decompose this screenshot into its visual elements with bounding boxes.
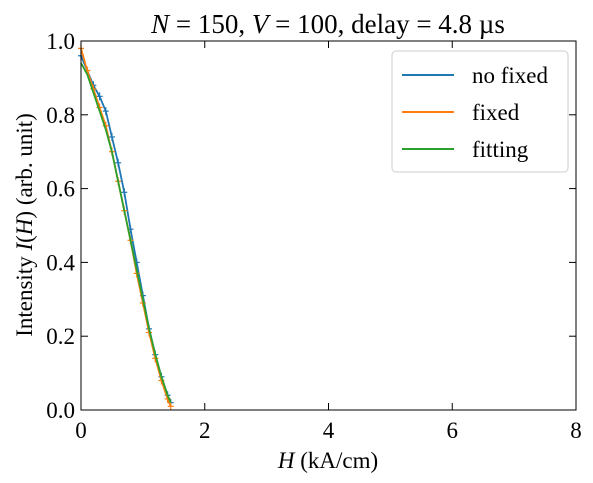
legend: no fixed fixed fitting xyxy=(391,50,569,173)
y-axis-label-symbol: I xyxy=(12,242,37,252)
series-layer xyxy=(78,44,174,411)
y-tick-label: 0.4 xyxy=(46,250,75,275)
x-tick-label: 4 xyxy=(323,418,335,443)
y-axis-label-paren: ( xyxy=(12,235,37,243)
x-tick-label: 8 xyxy=(570,418,582,443)
title-v-value: = 100, delay = 4.8 µs xyxy=(268,9,505,39)
series-fitting xyxy=(80,62,172,403)
y-tick-label: 0.6 xyxy=(46,177,75,202)
legend-label-fixed: fixed xyxy=(472,100,520,125)
y-axis-label: Intensity I(H) (arb. unit) xyxy=(12,113,37,337)
x-tick-label: 6 xyxy=(447,418,459,443)
y-tick-label: 0.0 xyxy=(46,398,75,423)
y-tick-label: 0.2 xyxy=(46,324,75,349)
legend-label-fitting: fitting xyxy=(472,137,529,162)
x-axis-label-unit: (kA/cm) xyxy=(294,448,378,473)
y-axis-label-suffix: ) (arb. unit) xyxy=(12,113,37,218)
axis-ticks: 0 2 4 6 8 0.0 0.2 0.4 0.6 0.8 1.0 xyxy=(46,29,582,443)
y-tick-label: 1.0 xyxy=(46,29,75,54)
legend-label-no-fixed: no fixed xyxy=(472,63,549,88)
x-tick-label: 2 xyxy=(199,418,211,443)
title-n-symbol: N xyxy=(150,9,171,39)
x-tick-label: 0 xyxy=(75,418,87,443)
y-tick-label: 0.8 xyxy=(46,103,75,128)
y-axis-label-arg: H xyxy=(12,217,37,236)
y-axis-label-prefix: Intensity xyxy=(12,251,37,337)
title-n-value: = 150, xyxy=(169,9,252,39)
x-axis-label-symbol: H xyxy=(277,448,296,473)
chart-title: N = 150, V = 100, delay = 4.8 µs xyxy=(150,9,505,39)
series-line-fitting xyxy=(80,62,172,403)
title-v-symbol: V xyxy=(252,9,272,39)
x-axis-label: H (kA/cm) xyxy=(277,448,378,473)
plot-frame xyxy=(80,40,577,411)
data-point-fixed xyxy=(167,402,174,411)
legend-box xyxy=(391,50,569,173)
